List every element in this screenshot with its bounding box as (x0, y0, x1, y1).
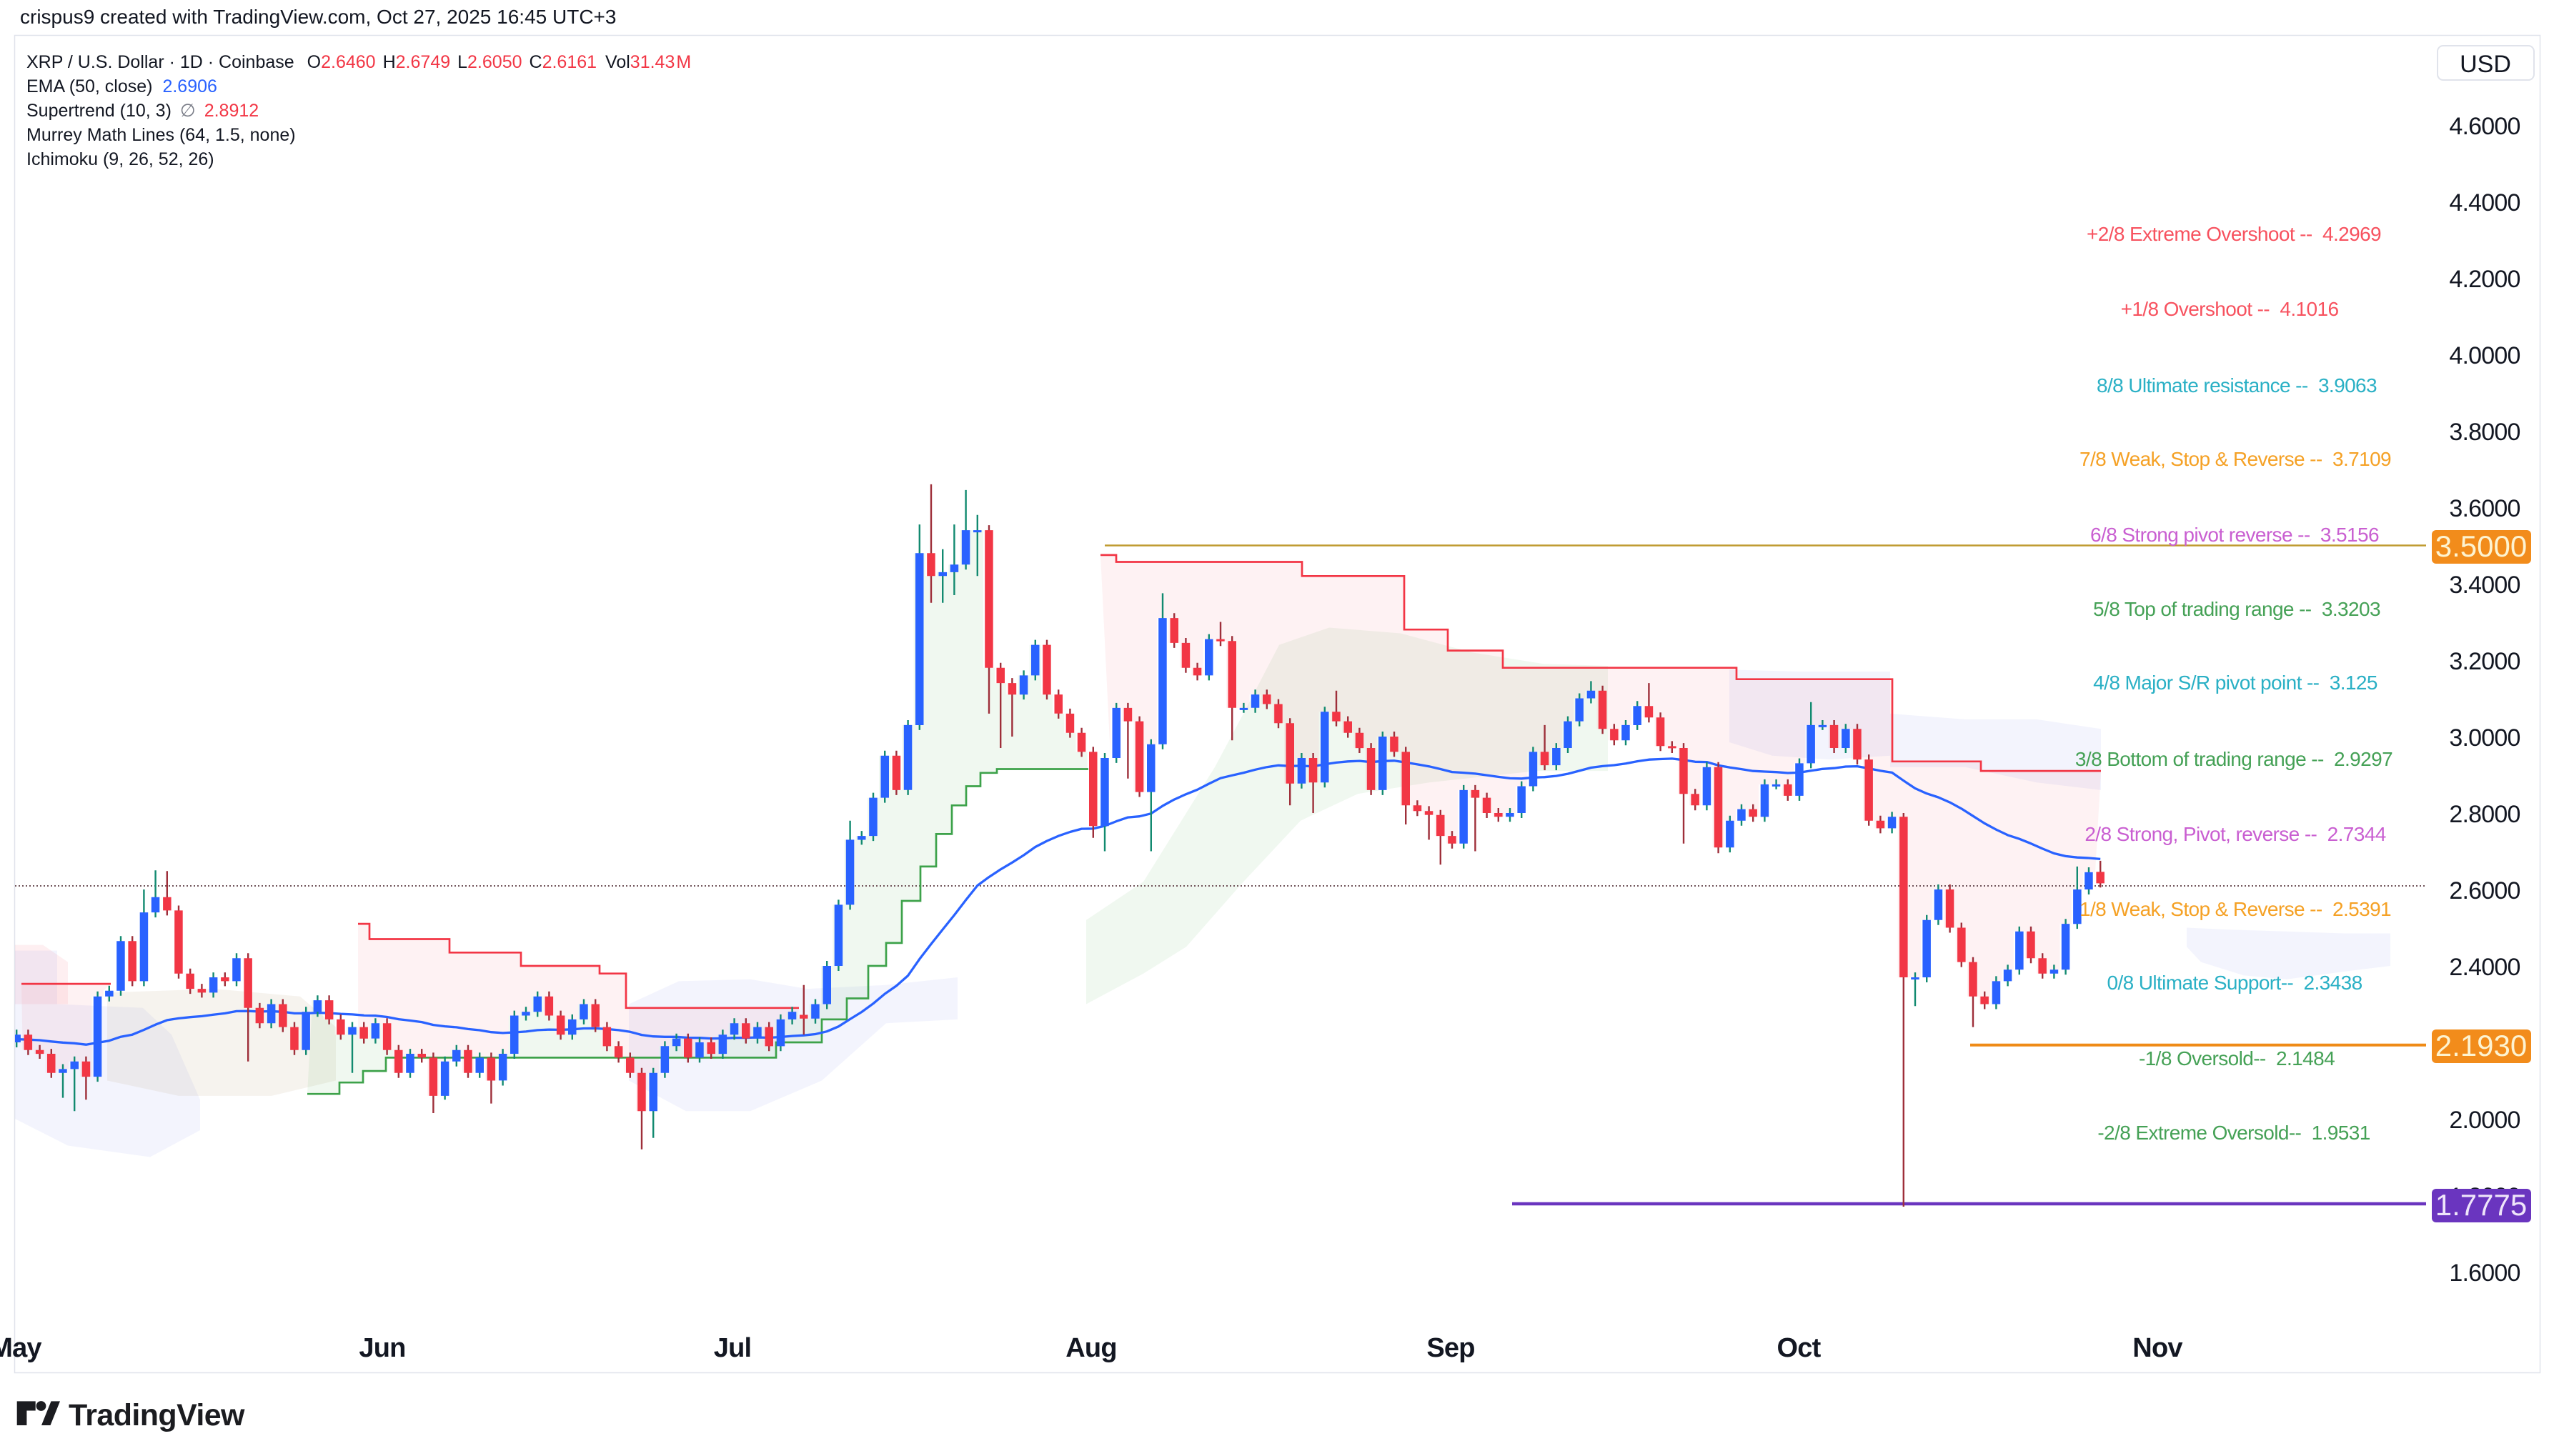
svg-text:4/8 Major S/R pivot point --: 4/8 Major S/R pivot point -- 3.125 (2093, 672, 2377, 694)
svg-text:3.6000: 3.6000 (2449, 495, 2520, 522)
svg-text:1/8 Weak, Stop & Reverse -- 2: 1/8 Weak, Stop & Reverse -- 2.5391 (2080, 898, 2391, 920)
svg-text:Oct: Oct (1777, 1333, 1822, 1363)
svg-text:Jun: Jun (359, 1333, 405, 1363)
svg-text:3/8 Bottom of trading range --: 3/8 Bottom of trading range -- 2.9297 (2075, 748, 2392, 770)
svg-text:crispus9 created with TradingV: crispus9 created with TradingView.com, O… (20, 6, 616, 28)
svg-text:+1/8 Overshoot -- 4.1016: +1/8 Overshoot -- 4.1016 (2121, 298, 2339, 320)
svg-text:Sep: Sep (1426, 1333, 1474, 1363)
svg-text:+2/8 Extreme Overshoot -- 4.2: +2/8 Extreme Overshoot -- 4.2969 (2087, 223, 2381, 245)
svg-text:3.8000: 3.8000 (2449, 419, 2520, 446)
svg-text:3.4000: 3.4000 (2449, 572, 2520, 599)
svg-text:4.2000: 4.2000 (2449, 266, 2520, 293)
svg-text:2.6000: 2.6000 (2449, 877, 2520, 904)
svg-text:2.8000: 2.8000 (2449, 801, 2520, 828)
svg-text:TradingView: TradingView (69, 1398, 245, 1432)
svg-text:2/8 Strong, Pivot, reverse --: 2/8 Strong, Pivot, reverse -- 2.7344 (2085, 823, 2385, 845)
svg-text:1.6000: 1.6000 (2449, 1260, 2520, 1287)
svg-text:3.2000: 3.2000 (2449, 648, 2520, 675)
svg-text:4.4000: 4.4000 (2449, 189, 2520, 216)
svg-text:3.0000: 3.0000 (2449, 724, 2520, 752)
svg-text:6/8 Strong pivot reverse -- 3: 6/8 Strong pivot reverse -- 3.5156 (2090, 524, 2379, 546)
svg-text:4.6000: 4.6000 (2449, 113, 2520, 140)
svg-text:3.5000: 3.5000 (2435, 529, 2527, 563)
svg-text:-2/8 Extreme Oversold-- 1.953: -2/8 Extreme Oversold-- 1.9531 (2097, 1122, 2370, 1144)
svg-text:Ichimoku (9, 26, 52, 26): Ichimoku (9, 26, 52, 26) (26, 149, 214, 169)
svg-text:EMA (50, close)2.6906: EMA (50, close) 2.6906 (26, 76, 217, 96)
svg-text:Aug: Aug (1065, 1333, 1116, 1363)
svg-text:Jul: Jul (714, 1333, 752, 1363)
svg-text:5/8 Top of trading range -- 3: 5/8 Top of trading range -- 3.3203 (2093, 598, 2380, 620)
svg-text:2.4000: 2.4000 (2449, 954, 2520, 981)
svg-text:7/8 Weak, Stop & Reverse -- 3: 7/8 Weak, Stop & Reverse -- 3.7109 (2080, 448, 2391, 470)
svg-text:USD: USD (2460, 51, 2511, 78)
svg-text:XRP / U.S. Dollar · 1D · Coinb: XRP / U.S. Dollar · 1D · Coinbase O2.6460… (26, 52, 691, 72)
svg-text:0/8 Ultimate Support-- 2.3438: 0/8 Ultimate Support-- 2.3438 (2107, 972, 2362, 994)
svg-text:-1/8 Oversold-- 2.1484: -1/8 Oversold-- 2.1484 (2139, 1047, 2335, 1069)
svg-text:2.1930: 2.1930 (2435, 1029, 2527, 1062)
svg-text:1.7775: 1.7775 (2435, 1188, 2527, 1222)
svg-text:8/8 Ultimate resistance -- 3.: 8/8 Ultimate resistance -- 3.9063 (2097, 374, 2377, 397)
svg-text:2.0000: 2.0000 (2449, 1107, 2520, 1134)
svg-text:Murrey Math Lines (64, 1.5, no: Murrey Math Lines (64, 1.5, none) (26, 125, 296, 145)
svg-text:4.0000: 4.0000 (2449, 342, 2520, 369)
svg-text:Supertrend (10, 3)∅2.8912: Supertrend (10, 3) ∅ 2.8912 (26, 101, 259, 121)
svg-text:May: May (0, 1333, 41, 1363)
svg-text:Nov: Nov (2132, 1333, 2182, 1363)
